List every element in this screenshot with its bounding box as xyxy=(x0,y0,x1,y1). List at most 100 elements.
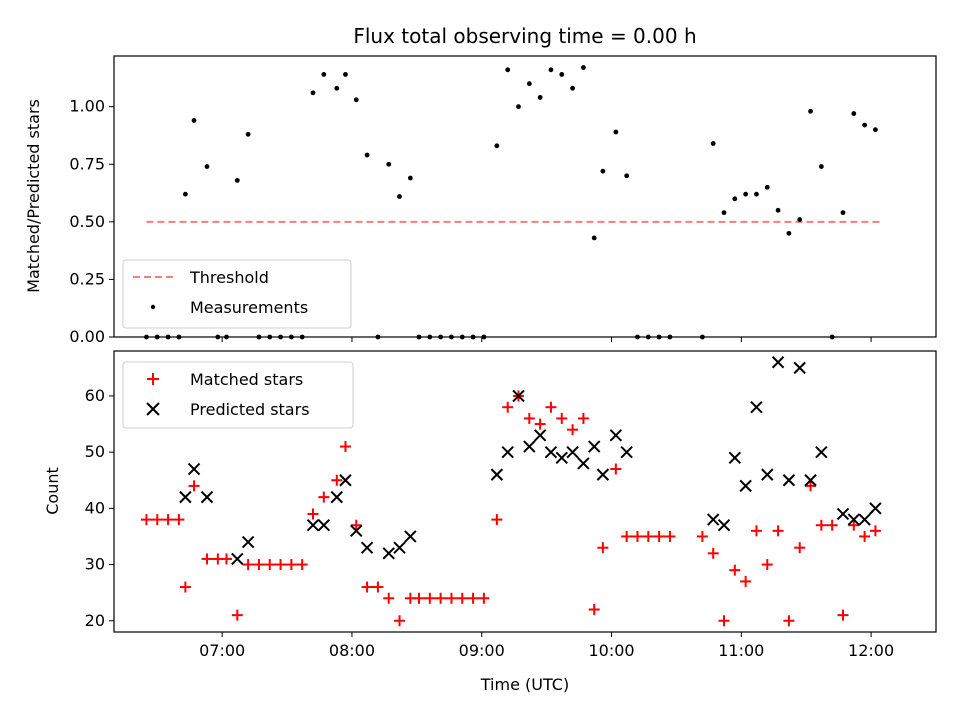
data-point xyxy=(859,530,871,542)
data-point xyxy=(556,412,568,424)
x-tick-label: 09:00 xyxy=(459,641,505,660)
data-point xyxy=(609,429,623,442)
data-point xyxy=(873,127,878,133)
data-point xyxy=(750,400,763,414)
legend-matched-swatch xyxy=(147,373,159,385)
data-point xyxy=(840,210,846,216)
data-point xyxy=(372,581,384,593)
data-point xyxy=(220,553,232,565)
data-point xyxy=(140,514,152,526)
data-point xyxy=(620,445,633,459)
data-point xyxy=(361,581,373,593)
data-point xyxy=(241,535,255,549)
data-point xyxy=(815,445,828,459)
data-point xyxy=(537,95,543,100)
y-tick-label: 50 xyxy=(85,442,105,461)
data-point xyxy=(577,412,589,424)
data-point xyxy=(596,468,610,481)
bottom-x-ticks: 07:00 08:00 09:00 10:00 11:00 12:00 xyxy=(199,632,894,660)
data-point xyxy=(242,559,254,571)
data-point xyxy=(706,513,720,526)
data-point xyxy=(588,440,601,453)
data-point xyxy=(490,468,504,481)
data-point xyxy=(204,164,210,169)
legend-threshold-label: Threshold xyxy=(189,268,269,287)
y-tick-label: 60 xyxy=(85,386,105,405)
data-point xyxy=(750,525,762,537)
data-point xyxy=(310,90,316,96)
data-point xyxy=(456,592,468,604)
data-point xyxy=(350,519,362,531)
data-point xyxy=(559,72,565,77)
data-point xyxy=(393,541,406,554)
data-point xyxy=(505,67,511,73)
legend-predicted-swatch xyxy=(146,402,160,416)
data-point xyxy=(360,541,374,554)
legend-predicted-label: Predicted stars xyxy=(190,400,310,419)
bottom-plot-area xyxy=(140,356,882,627)
top-plot-area xyxy=(144,65,882,340)
data-point xyxy=(231,552,244,566)
data-point xyxy=(191,118,197,123)
data-point xyxy=(343,72,348,77)
data-point xyxy=(545,401,557,413)
data-point xyxy=(729,564,741,576)
data-point xyxy=(234,177,240,183)
top-x-ticks xyxy=(221,337,872,342)
y-tick-label: 0.25 xyxy=(69,269,105,288)
data-point xyxy=(516,104,521,110)
data-point xyxy=(581,65,586,70)
data-point xyxy=(613,129,619,135)
bottom-y-ticks: 20 30 40 50 60 xyxy=(85,386,114,630)
data-point xyxy=(285,559,297,571)
data-point xyxy=(764,184,770,190)
data-point xyxy=(815,519,827,531)
data-point xyxy=(772,525,784,537)
legend-matched-label: Matched stars xyxy=(190,370,303,389)
data-point xyxy=(591,235,597,241)
top-axes-frame xyxy=(113,55,937,338)
data-point xyxy=(445,592,457,604)
data-point xyxy=(512,389,525,403)
data-point xyxy=(740,575,752,587)
data-point xyxy=(783,615,795,627)
data-point xyxy=(804,474,817,487)
data-point xyxy=(330,490,344,504)
data-point xyxy=(364,152,370,158)
data-point xyxy=(397,194,402,199)
bottom-legend-box xyxy=(122,361,354,429)
data-point xyxy=(179,581,191,593)
data-point xyxy=(245,131,251,137)
data-point xyxy=(339,441,351,453)
data-point xyxy=(179,490,192,504)
data-point xyxy=(264,559,276,571)
data-point xyxy=(334,85,340,91)
data-point xyxy=(624,173,630,179)
data-point xyxy=(382,547,395,560)
data-point xyxy=(858,513,871,526)
data-point xyxy=(718,615,730,627)
top-y-axis-label: Matched/Predicted stars xyxy=(24,99,43,293)
data-point xyxy=(786,230,792,236)
data-point xyxy=(771,356,785,369)
data-point xyxy=(413,592,425,604)
y-tick-label: 1.00 xyxy=(69,97,105,116)
data-point xyxy=(761,559,773,571)
data-point xyxy=(478,592,490,604)
data-point xyxy=(151,514,163,526)
data-point xyxy=(848,519,860,531)
data-point xyxy=(350,524,363,538)
y-tick-label: 0.00 xyxy=(69,327,105,346)
data-point xyxy=(794,542,806,554)
x-tick-label: 07:00 xyxy=(199,641,245,660)
data-point xyxy=(826,519,838,531)
chart-title: Flux total observing time = 0.00 h xyxy=(353,24,696,48)
data-point xyxy=(182,191,188,197)
data-point xyxy=(739,479,752,493)
data-point xyxy=(710,141,716,146)
data-point xyxy=(631,530,643,542)
data-point xyxy=(754,191,759,197)
data-point xyxy=(782,474,796,487)
top-legend: Threshold Measurements xyxy=(122,259,352,329)
data-point xyxy=(394,615,406,627)
